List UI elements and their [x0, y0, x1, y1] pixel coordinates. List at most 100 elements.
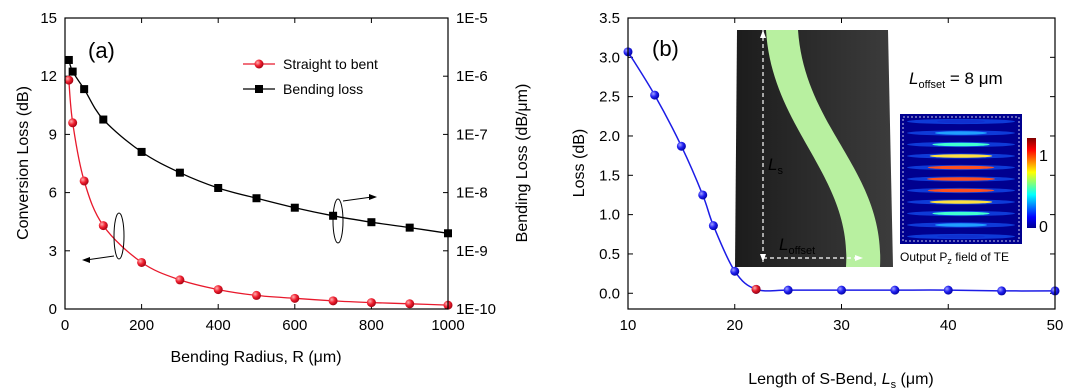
panel-a-ticks: 0 200 400 600 800 1000 0 3 6 9 12 15 1E-10 1E-9 1E-8 1E…	[40, 10, 496, 334]
colorbar-max-label: 1	[1039, 148, 1048, 165]
right-axis-arrowhead	[369, 194, 377, 200]
loss-point	[650, 90, 660, 100]
field-bands	[907, 118, 1015, 240]
panel-a-curves	[68, 59, 448, 306]
panel-a-ytick-right-label: 1E-6	[456, 68, 488, 85]
loffset-arrow-right	[855, 255, 863, 261]
s-bend-waveguide	[766, 30, 881, 267]
panel-a-ylabel-left: Conversion Loss (dB)	[15, 86, 32, 240]
straight-to-bent-point	[98, 221, 108, 231]
panel-a-ytick-right-label: 1E-9	[456, 243, 488, 260]
field-band-core	[937, 119, 985, 124]
loss-point	[783, 285, 793, 295]
panel-a-xtick-label: 1000	[431, 317, 464, 334]
left-axis-ellipse	[113, 212, 125, 260]
field-band-core	[937, 234, 985, 239]
loss-point	[997, 286, 1007, 296]
legend-marker-bending-loss	[255, 85, 263, 93]
panel-b-ytick-label: 1.0	[599, 207, 620, 224]
field-band-core	[927, 165, 995, 170]
panel-a-ylabel-right: Bending Loss (dB/μm)	[514, 84, 531, 243]
legend-marker-straight-to-bent	[254, 59, 264, 69]
loss-point	[943, 285, 953, 295]
straight-to-bent-point	[79, 176, 89, 186]
right-axis-arrow	[342, 196, 373, 202]
bending-loss-point	[80, 85, 89, 94]
loss-point	[698, 190, 708, 200]
ls-label: Ls	[768, 155, 783, 177]
bending-loss-point	[214, 183, 223, 192]
panel-a-ytick-left-label: 0	[49, 301, 57, 318]
offset-value-label: Loffset = 8 μm	[909, 69, 1003, 91]
panel-a-xtick-label: 200	[129, 317, 154, 334]
field-band-core	[935, 131, 987, 135]
panel-a-axis-annotations	[82, 194, 377, 263]
field-frame	[902, 116, 1020, 242]
panel-b-xlabel: Length of S-Bend, Ls (μm)	[748, 371, 934, 389]
field-band-core	[932, 142, 990, 147]
panel-b-ylabel: Loss (dB)	[571, 129, 588, 197]
field-band-core	[932, 211, 990, 216]
bending-loss-point	[68, 67, 77, 76]
panel-a-xtick-label: 0	[61, 317, 69, 334]
straight-to-bent-point	[64, 75, 74, 85]
panel-a-xlabel: Bending Radius, R (μm)	[170, 349, 341, 366]
panel-a-ytick-left-label: 6	[49, 185, 57, 202]
panel-a-legend: Straight to bent Bending loss	[243, 56, 378, 97]
panel-a-xtick-label: 800	[359, 317, 384, 334]
straight-to-bent-point	[137, 257, 147, 267]
panel-a-ytick-left-label: 3	[49, 243, 57, 260]
panel-b-ticks: 10 20 30 40 500.00.51.01.52.02.53.03.5	[599, 10, 1063, 334]
legend-label-straight-to-bent: Straight to bent	[283, 56, 378, 72]
panel-b-ytick-label: 0.5	[599, 246, 620, 263]
panel-a-frame	[64, 17, 449, 310]
bending-loss-point	[99, 115, 108, 124]
panel-a-label: (a)	[88, 38, 115, 63]
output-field-image: 1 0 Output Pz field of TE	[900, 114, 1048, 266]
left-axis-arrow	[85, 255, 115, 261]
panel-b-ytick-label: 3.5	[599, 10, 620, 27]
field-band-core	[929, 154, 993, 158]
straight-to-bent-point	[68, 118, 78, 128]
panel-a-series-line	[68, 80, 448, 306]
panel-b-ytick-label: 2.5	[599, 89, 620, 106]
panel-a-ytick-right-label: 1E-5	[456, 10, 488, 27]
loss-point	[837, 285, 846, 295]
bending-loss-point	[137, 147, 146, 156]
panel-b-ytick-label: 1.5	[599, 167, 620, 184]
panel-a-xtick-label: 400	[206, 317, 231, 334]
highlighted-loss-point	[751, 284, 761, 294]
straight-to-bent-point	[252, 290, 261, 300]
right-axis-ellipse	[332, 198, 344, 244]
panel-b-xtick-label: 50	[1047, 317, 1064, 334]
straight-to-bent-point	[213, 285, 223, 295]
s-bend-inset: Ls Loffset	[735, 30, 893, 267]
panel-a-ytick-right-label: 1E-7	[456, 126, 488, 143]
panel-b-xtick-label: 20	[726, 317, 743, 334]
bending-loss-point	[367, 218, 376, 227]
panel-b-xtick-label: 40	[940, 317, 957, 334]
panel-b: 10 20 30 40 500.00.51.01.52.02.53.03.5 Ls Lo…	[571, 10, 1063, 389]
field-colorbar	[1027, 138, 1036, 228]
panel-a: 0 200 400 600 800 1000 0 3 6 9 12 15 1E-10 1E-9 1E-8 1E…	[15, 10, 531, 366]
panel-b-label: (b)	[652, 36, 679, 61]
colorbar-min-label: 0	[1039, 219, 1048, 236]
straight-to-bent-point	[405, 299, 415, 309]
bending-loss-point	[175, 168, 184, 177]
panel-a-ytick-right-label: 1E-8	[456, 185, 488, 202]
straight-to-bent-point	[328, 296, 338, 306]
field-band-core	[929, 200, 993, 204]
panel-b-ytick-label: 3.0	[599, 49, 620, 66]
panel-b-frame	[627, 17, 1056, 310]
panel-b-xtick-label: 10	[620, 317, 637, 334]
straight-to-bent-point	[290, 293, 300, 303]
panel-a-xtick-label: 600	[282, 317, 307, 334]
loffset-label: Loffset	[779, 235, 815, 257]
straight-to-bent-point	[175, 275, 185, 285]
bending-loss-point	[252, 194, 261, 203]
bending-loss-point	[64, 55, 73, 64]
loss-point	[730, 266, 740, 276]
bending-loss-point	[405, 223, 414, 232]
field-band-core	[927, 188, 995, 193]
